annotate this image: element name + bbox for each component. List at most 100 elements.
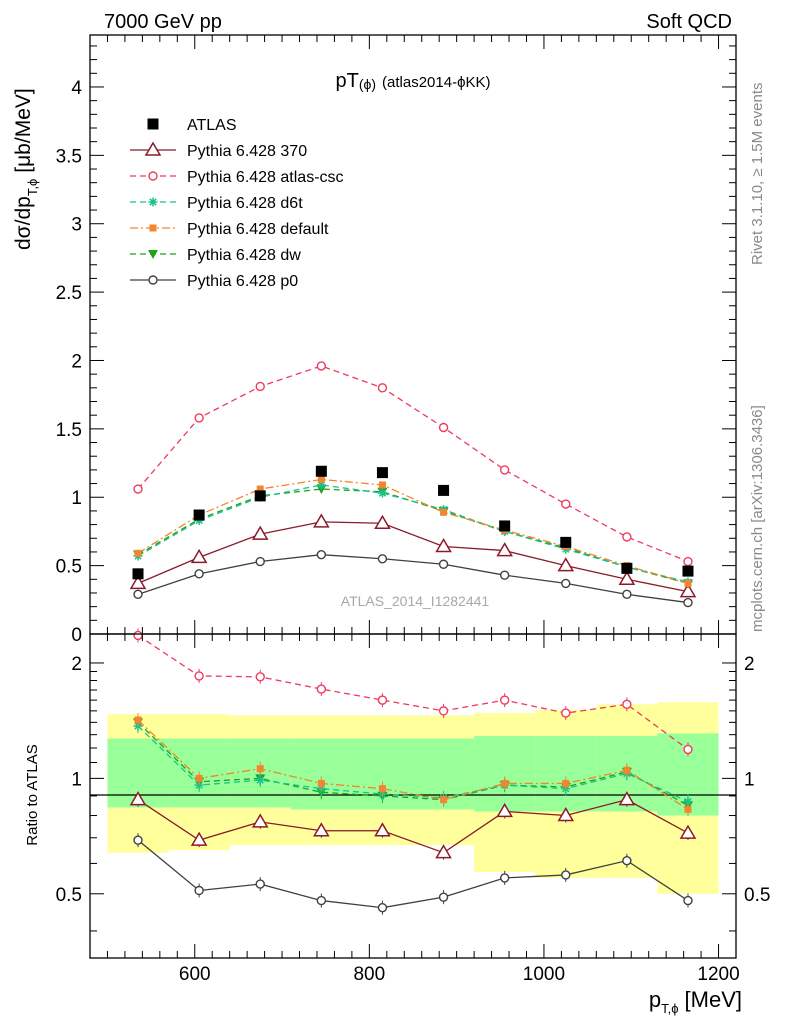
main-point-pythia-6-428-atlas-csc <box>438 422 449 433</box>
ylabel-sub: T,ϕ <box>25 179 40 196</box>
main-y-tick-label: 3.5 <box>56 146 82 167</box>
ratio-point-pythia-6-428-atlas-csc <box>622 699 632 710</box>
ratio-point-pythia-6-428-370 <box>374 822 391 837</box>
ratio-point-pythia-6-428-p0 <box>255 879 265 889</box>
main-point-pythia-6-428-p0 <box>622 589 632 600</box>
main-point-pythia-6-428-370 <box>129 574 147 590</box>
xlabel-sub: T,ϕ <box>661 1001 678 1016</box>
ratio-point-pythia-6-428-d6t <box>255 775 265 785</box>
main-point-pythia-6-428-p0 <box>133 589 143 600</box>
x-tick-label: 800 <box>353 964 385 985</box>
main-point-atlas <box>682 565 694 577</box>
legend-item-pythia-6-428-p0: Pythia 6.428 p0 <box>130 273 298 290</box>
x-tick-label: 1000 <box>523 964 565 985</box>
main-point-pythia-6-428-atlas-csc <box>622 532 632 542</box>
ratio-point-pythia-6-428-370 <box>251 813 269 828</box>
ratio-point-pythia-6-428-p0 <box>316 895 327 906</box>
ratio-point-pythia-6-428-370 <box>190 831 208 846</box>
ylabel-main: dσ/dp <box>12 196 35 250</box>
ratio-y-tick-label-right: 1 <box>744 769 755 790</box>
x-tick-label: 1200 <box>697 964 739 985</box>
ratio-point-pythia-6-428-default <box>195 774 203 782</box>
ratio-point-pythia-6-428-default <box>256 765 264 773</box>
ratio-point-pythia-6-428-370 <box>496 802 513 818</box>
main-point-pythia-6-428-p0 <box>255 556 265 567</box>
ratio-y-tick-label-right: 2 <box>744 654 755 675</box>
ratio-point-pythia-6-428-d6t <box>683 797 693 807</box>
ratio-series-pythia-6-428-default <box>134 712 692 817</box>
main-y-tick-label: 0.5 <box>56 557 82 578</box>
main-point-pythia-6-428-370 <box>618 570 636 586</box>
main-series-atlas <box>132 465 694 580</box>
legend-label: Pythia 6.428 default <box>187 221 329 238</box>
main-y-tick-label: 0 <box>71 625 82 646</box>
legend: ATLAS Pythia 6.428 370 Pythia 6.428 atlas-… <box>130 117 344 290</box>
main-point-pythia-6-428-370 <box>190 548 208 564</box>
main-point-pythia-6-428-default <box>684 579 692 587</box>
ratio-point-pythia-6-428-atlas-csc <box>683 744 693 755</box>
ratio-point-pythia-6-428-p0 <box>377 902 388 913</box>
main-point-pythia-6-428-p0 <box>683 597 693 608</box>
ratio-point-pythia-6-428-370 <box>435 844 452 859</box>
ratio-line-pythia-6-428-dw <box>137 721 689 807</box>
main-point-pythia-6-428-default <box>256 485 264 493</box>
ratio-point-pythia-6-428-370 <box>313 822 330 837</box>
header-left: 7000 GeV pp <box>104 11 222 33</box>
ratio-point-pythia-6-428-atlas-csc <box>499 695 510 705</box>
ratio-point-pythia-6-428-atlas-csc <box>194 671 204 681</box>
main-point-pythia-6-428-default <box>440 508 448 516</box>
ratio-point-pythia-6-428-atlas-csc <box>316 684 327 694</box>
ratio-point-pythia-6-428-atlas-csc <box>561 708 571 718</box>
main-line-pythia-6-428-default <box>137 478 689 585</box>
analysis-watermark: ATLAS_2014_I1282441 <box>341 593 490 609</box>
main-marks <box>129 361 697 608</box>
ratio-point-pythia-6-428-p0 <box>499 873 510 883</box>
legend-marker <box>147 118 159 130</box>
ratio-point-pythia-6-428-atlas-csc <box>377 695 388 705</box>
main-point-pythia-6-428-default <box>378 481 386 489</box>
ratio-point-pythia-6-428-default <box>440 796 448 804</box>
main-point-pythia-6-428-atlas-csc <box>499 465 510 475</box>
main-y-tick-label: 1 <box>71 488 82 509</box>
ratio-point-pythia-6-428-default <box>317 779 325 787</box>
ratio-series-pythia-6-428-p0 <box>133 833 693 915</box>
ratio-line-pythia-6-428-default <box>137 719 689 810</box>
ratio-point-pythia-6-428-default <box>684 805 692 813</box>
ratio-point-pythia-6-428-atlas-csc <box>133 630 143 641</box>
x-tick-label: 600 <box>179 964 211 985</box>
main-point-pythia-6-428-370 <box>251 525 269 540</box>
main-point-pythia-6-428-p0 <box>377 554 388 564</box>
ratio-point-pythia-6-428-p0 <box>683 895 693 906</box>
legend-item-pythia-6-428-370: Pythia 6.428 370 <box>130 141 307 160</box>
main-y-tick-label: 4 <box>71 78 82 99</box>
main-point-atlas <box>254 490 266 502</box>
legend-label: Pythia 6.428 atlas-csc <box>187 169 344 186</box>
ratio-point-pythia-6-428-370 <box>557 807 575 822</box>
legend-item-pythia-6-428-atlas-csc: Pythia 6.428 atlas-csc <box>130 169 344 186</box>
title-main: pT <box>336 70 359 92</box>
legend-marker <box>144 141 162 156</box>
legend-item-pythia-6-428-default: Pythia 6.428 default <box>130 221 329 238</box>
legend-marker <box>148 197 158 207</box>
main-point-pythia-6-428-atlas-csc <box>255 381 265 392</box>
legend-item-pythia-6-428-dw: Pythia 6.428 dw <box>130 247 301 264</box>
ratio-point-pythia-6-428-default <box>623 766 631 774</box>
ratio-y-tick-label-left: 2 <box>71 654 82 675</box>
main-point-pythia-6-428-370 <box>496 542 513 557</box>
main-point-atlas <box>560 536 572 548</box>
ratio-line-pythia-6-428-atlas-csc <box>137 634 689 750</box>
main-point-atlas <box>376 467 388 479</box>
main-point-pythia-6-428-atlas-csc <box>194 413 204 423</box>
mcplots-label: mcplots.cern.ch [arXiv:1306.3436] <box>749 405 766 632</box>
ratio-point-pythia-6-428-atlas-csc <box>255 672 265 682</box>
main-point-pythia-6-428-p0 <box>499 570 510 580</box>
main-line-pythia-6-428-atlas-csc <box>137 365 689 563</box>
main-point-pythia-6-428-default <box>134 549 142 557</box>
main-series-pythia-6-428-atlas-csc <box>133 361 693 567</box>
main-y-tick-label: 2.5 <box>56 283 82 304</box>
main-series-pythia-6-428-370 <box>129 513 697 598</box>
main-point-pythia-6-428-atlas-csc <box>561 499 571 509</box>
ratio-line-pythia-6-428-p0 <box>137 839 689 909</box>
main-point-pythia-6-428-370 <box>557 557 575 572</box>
ratio-line-pythia-6-428-d6t <box>137 725 689 803</box>
